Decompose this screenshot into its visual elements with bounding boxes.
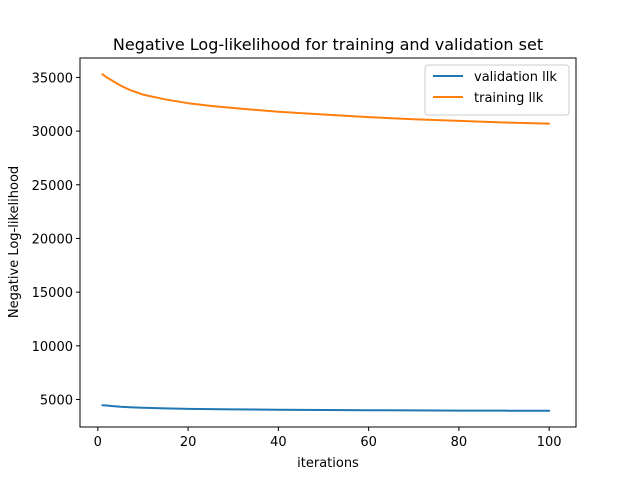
y-tick-label: 5000 bbox=[40, 394, 73, 409]
y-tick-label: 30000 bbox=[32, 125, 73, 140]
y-axis-label: Negative Log-likelihood bbox=[7, 166, 22, 318]
legend-box bbox=[424, 64, 570, 116]
x-axis-label: iterations bbox=[297, 456, 359, 471]
x-tick-label: 40 bbox=[270, 435, 287, 450]
x-tick-label: 0 bbox=[94, 435, 102, 450]
y-tick-label: 15000 bbox=[32, 286, 73, 301]
series-layer bbox=[101, 73, 551, 412]
y-tick-label: 35000 bbox=[32, 71, 73, 86]
series-line-training bbox=[101, 73, 551, 125]
ticks-layer: 0 20 40 60 80 100 5000 10000 15000 20000 25000 3000… bbox=[32, 71, 562, 450]
axes-layer bbox=[79, 57, 577, 428]
plot-frame bbox=[79, 57, 577, 428]
y-tick-label: 25000 bbox=[32, 179, 73, 194]
legend-label-training: training llk bbox=[474, 91, 544, 106]
x-tick-label: 100 bbox=[537, 435, 562, 450]
x-tick-label: 20 bbox=[180, 435, 197, 450]
series-line-validation bbox=[101, 404, 551, 412]
chart-title: Negative Log-likelihood for training and… bbox=[113, 35, 543, 54]
x-tick-label: 60 bbox=[360, 435, 377, 450]
legend: validation llk training llk bbox=[424, 64, 570, 116]
y-tick-label: 10000 bbox=[32, 340, 73, 355]
y-tick-label: 20000 bbox=[32, 232, 73, 247]
x-tick-label: 80 bbox=[451, 435, 468, 450]
legend-label-validation: validation llk bbox=[474, 70, 557, 85]
